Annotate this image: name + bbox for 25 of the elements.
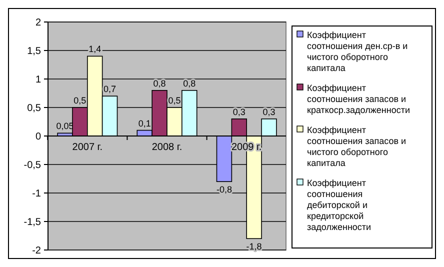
data-label: 0,8 <box>183 78 196 88</box>
data-label: -0,8 <box>216 184 232 195</box>
y-tick-label: -2 <box>32 246 42 256</box>
y-tick-label: 0 <box>35 132 42 142</box>
y-tick-label: -1 <box>32 188 42 200</box>
data-label: 0,1 <box>138 118 151 128</box>
y-tick-label: 2 <box>35 18 42 28</box>
data-label: 0,5 <box>168 96 181 106</box>
y-tick-label: -0,5 <box>24 160 42 171</box>
data-label: 0,8 <box>153 78 166 88</box>
x-tick-label: 2008 г. <box>152 142 182 153</box>
data-label: 0,7 <box>104 84 116 94</box>
data-label: 0,3 <box>262 106 276 117</box>
legend-label: Коэффициент соотношения дебиторской и кредиторской задолженности <box>307 178 372 232</box>
y-tick-label: 1,5 <box>27 46 42 57</box>
legend-label: Коэффициент соотношения запасов и краткоср.задолженности <box>307 83 410 115</box>
legend-label: Коэффициент соотношения запасов и чистого оборотного капитала <box>307 125 406 168</box>
x-tick-label: 2007 г. <box>72 142 103 153</box>
data-label: 0,5 <box>74 96 86 106</box>
legend-label: Коэффициент соотношения ден.ср-в и чистого оборотного капитала <box>307 30 408 73</box>
data-label: -1,8 <box>246 242 262 252</box>
y-tick-label: -1,5 <box>24 217 42 228</box>
y-tick-label: 1 <box>35 74 42 86</box>
data-label: 0,3 <box>232 106 246 117</box>
y-tick-label: 0,5 <box>27 103 42 114</box>
